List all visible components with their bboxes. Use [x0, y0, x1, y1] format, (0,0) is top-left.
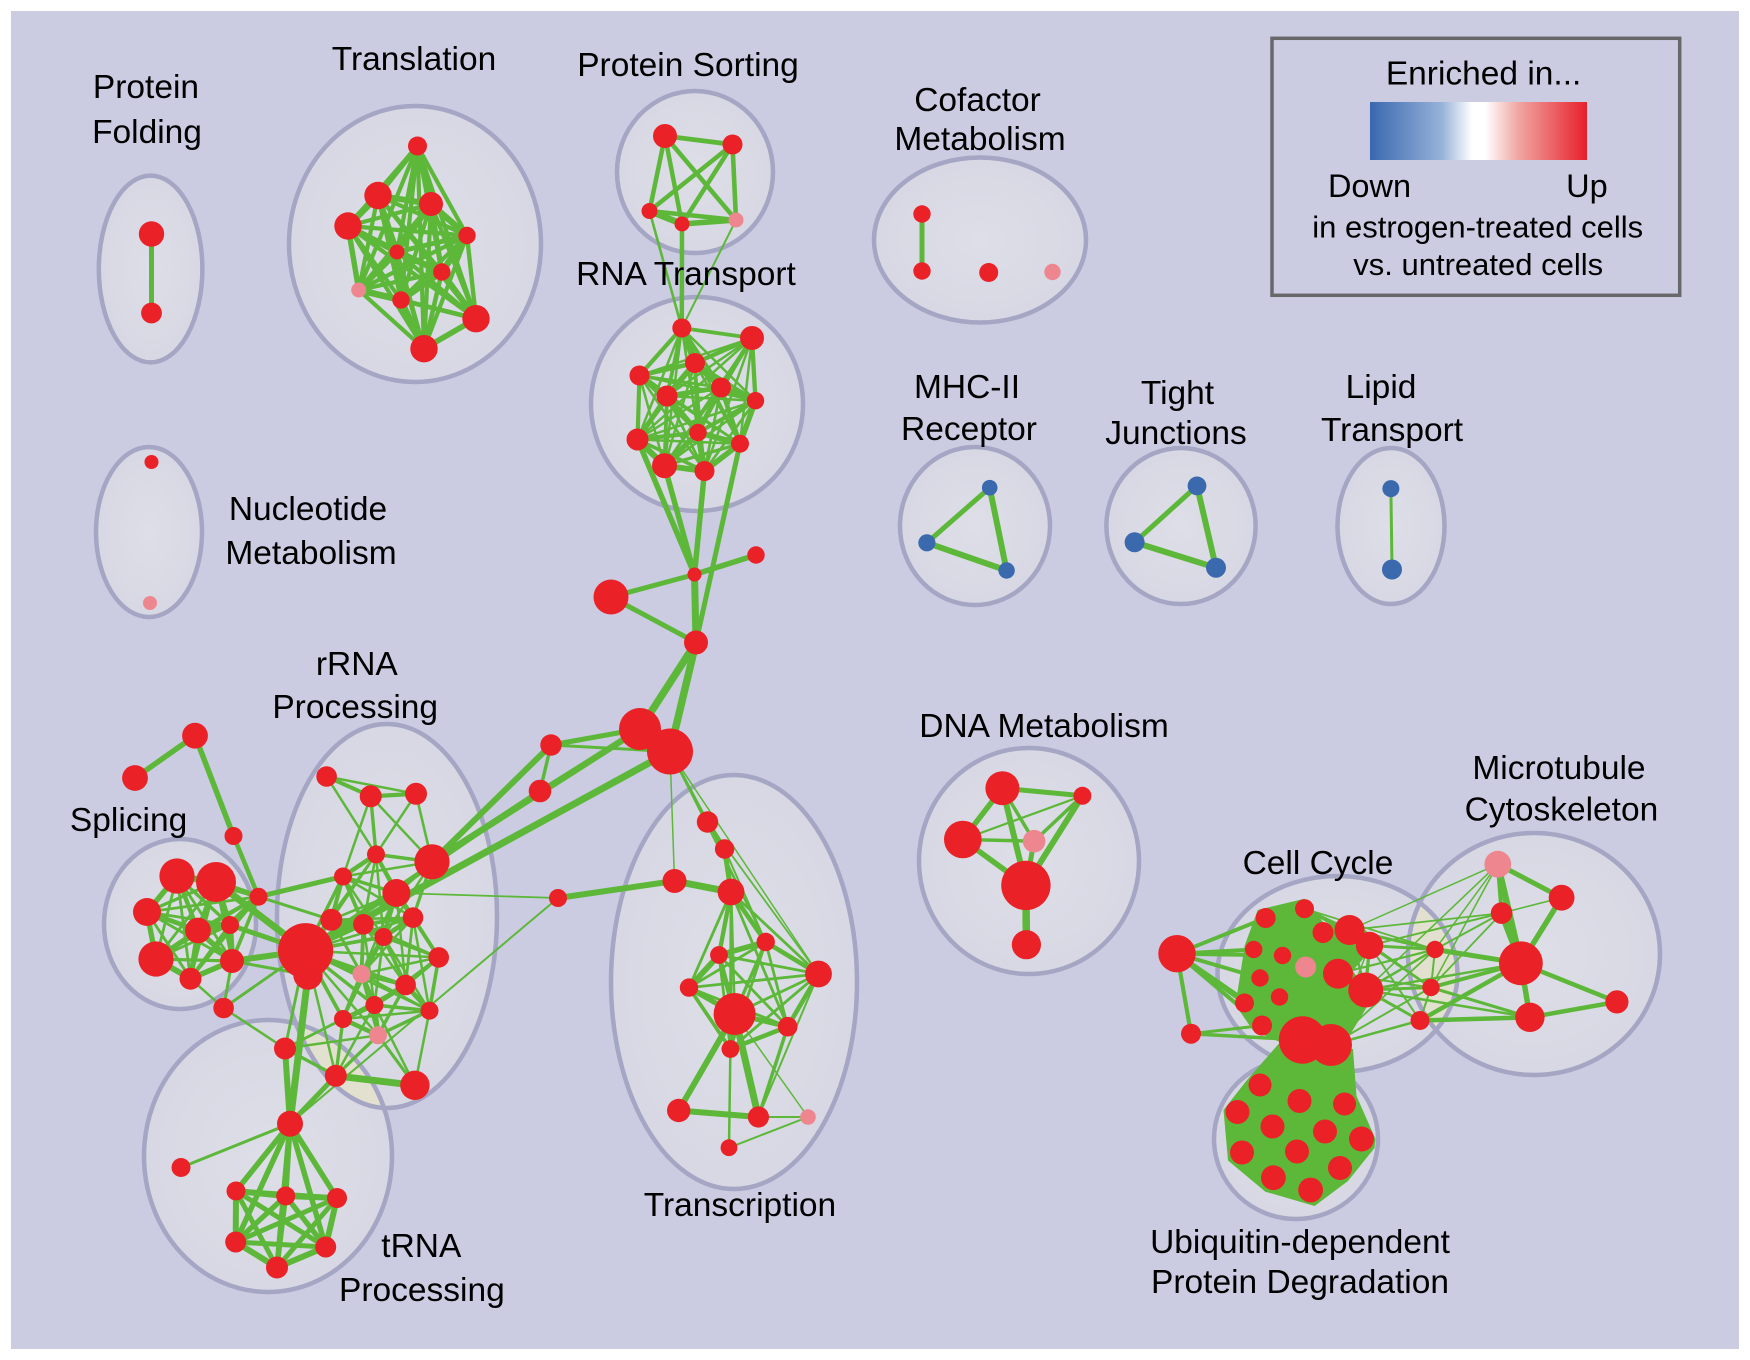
svg-text:Protein Sorting: Protein Sorting	[577, 47, 799, 84]
svg-text:Down: Down	[1328, 168, 1411, 204]
svg-text:Metabolism: Metabolism	[225, 535, 396, 572]
svg-text:Enriched in...: Enriched in...	[1386, 56, 1582, 93]
svg-text:Ubiquitin-dependent: Ubiquitin-dependent	[1150, 1224, 1451, 1261]
svg-text:Lipid: Lipid	[1346, 369, 1417, 406]
svg-text:tRNA: tRNA	[381, 1228, 462, 1265]
svg-text:Cell Cycle: Cell Cycle	[1243, 845, 1394, 882]
svg-text:Receptor: Receptor	[901, 411, 1037, 448]
svg-text:Junctions: Junctions	[1105, 415, 1247, 452]
svg-text:Transcription: Transcription	[644, 1187, 836, 1224]
svg-text:Protein: Protein	[93, 69, 199, 106]
svg-text:Processing: Processing	[339, 1272, 505, 1309]
svg-text:Microtubule: Microtubule	[1472, 750, 1645, 787]
svg-text:Processing: Processing	[272, 689, 438, 726]
svg-text:Metabolism: Metabolism	[894, 121, 1065, 158]
svg-text:Cytoskeleton: Cytoskeleton	[1465, 792, 1659, 829]
svg-text:Translation: Translation	[332, 41, 496, 78]
svg-text:Up: Up	[1566, 168, 1608, 204]
svg-text:Folding: Folding	[92, 114, 202, 151]
svg-text:in estrogen-treated cells: in estrogen-treated cells	[1312, 210, 1643, 245]
svg-text:Splicing: Splicing	[70, 802, 187, 839]
svg-text:Cofactor: Cofactor	[914, 82, 1041, 119]
svg-text:Transport: Transport	[1321, 412, 1464, 449]
svg-text:Nucleotide: Nucleotide	[229, 491, 387, 528]
svg-text:vs. untreated cells: vs. untreated cells	[1353, 247, 1603, 282]
svg-text:rRNA: rRNA	[316, 646, 399, 683]
svg-text:DNA Metabolism: DNA Metabolism	[919, 708, 1168, 745]
svg-text:RNA Transport: RNA Transport	[576, 256, 796, 293]
svg-text:MHC-II: MHC-II	[914, 369, 1020, 406]
svg-text:Tight: Tight	[1141, 375, 1215, 412]
svg-text:Protein Degradation: Protein Degradation	[1151, 1264, 1449, 1301]
